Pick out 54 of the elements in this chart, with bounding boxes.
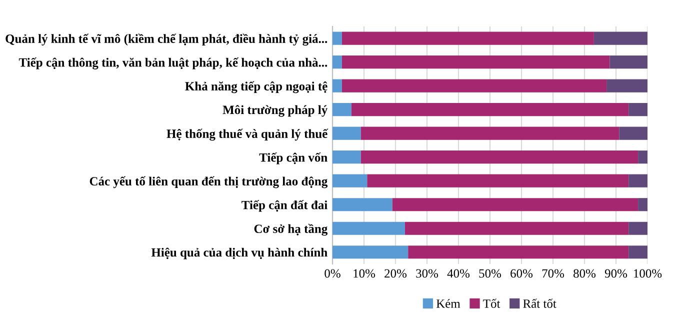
bar [332, 150, 361, 164]
bar [408, 246, 629, 259]
bar [360, 126, 620, 140]
bar [619, 126, 648, 140]
y-tick-label: Cơ sở hạ tầng [254, 224, 328, 236]
x-tick-label: 60% [510, 269, 533, 278]
bar [610, 56, 648, 69]
bar [342, 32, 594, 45]
bar [392, 198, 638, 212]
x-tick-label: 100% [634, 269, 662, 278]
x-tick-label: 40% [447, 269, 470, 278]
bar [332, 103, 352, 116]
bar [606, 79, 648, 92]
y-tick-label: Quản lý kinh tế vĩ mô (kiềm chế lạm phát, điều hành tỷ giá... [6, 34, 328, 46]
bar [628, 103, 648, 116]
bar [332, 56, 342, 69]
bar [638, 198, 648, 212]
bar [332, 222, 405, 235]
bar [351, 103, 629, 116]
bar [360, 150, 638, 164]
y-tick-label: Hệ thống thuế và quản lý thuế [166, 128, 328, 141]
legend-label: Kém [436, 299, 460, 308]
x-tick-label: 80% [574, 269, 596, 278]
bar [342, 79, 607, 92]
bar [594, 32, 648, 45]
x-tick-label: 70% [542, 269, 564, 278]
bar [404, 222, 629, 235]
bar [367, 174, 629, 188]
y-tick-label: Tiếp cận đất đai [242, 200, 328, 212]
bar [332, 32, 342, 45]
bar [342, 56, 610, 69]
bar [628, 246, 648, 259]
y-tick-label: Tiếp cận thông tin, văn bản luật pháp, kế hoạch của nhà... [18, 57, 328, 70]
x-tick-label: 30% [416, 269, 438, 278]
x-tick-label: 90% [604, 269, 628, 278]
bar [332, 174, 368, 188]
bar [332, 246, 408, 259]
y-tick-label: Các yếu tố liên quan đến thị trường lao động [90, 176, 328, 188]
bar [332, 79, 342, 92]
legend-label: Rất tốt [523, 298, 556, 308]
bar [332, 198, 392, 212]
y-tick-label: Tiếp cận vốn [259, 152, 328, 164]
x-tick-label: 0% [324, 269, 340, 278]
y-tick-label: Môi trường pháp lý [222, 105, 328, 117]
bar [332, 126, 361, 140]
x-tick-label: 20% [384, 269, 407, 278]
x-tick-label: 50% [479, 269, 502, 278]
y-tick-label: Hiệu quả của dịch vụ hành chính [151, 248, 328, 260]
x-tick-label: 10% [354, 269, 376, 278]
legend-label: Tốt [483, 298, 500, 308]
bar [628, 174, 648, 188]
bar [638, 150, 648, 164]
y-tick-label: Khả năng tiếp cập ngoại tệ [185, 81, 328, 94]
bar [628, 222, 648, 235]
